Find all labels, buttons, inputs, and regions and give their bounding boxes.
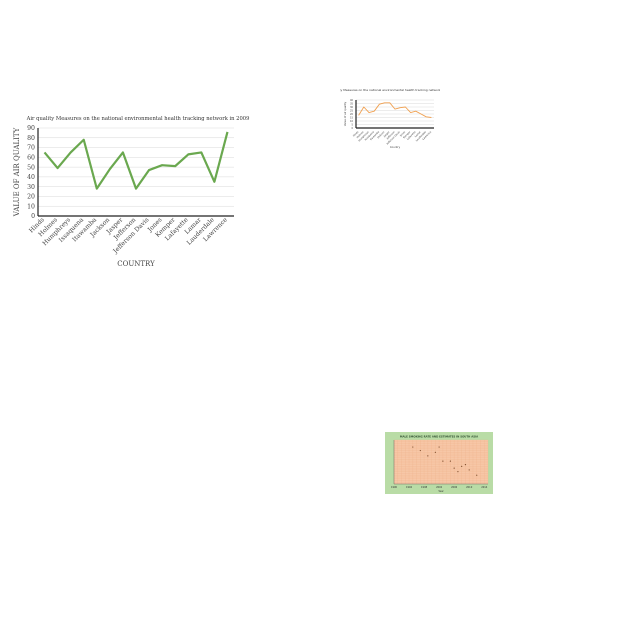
small-y-tick-label: 25 [350,109,354,112]
scatter-x-tick-label: 2014 [481,486,488,489]
scatter-plot-area [394,440,488,484]
small-x-tick-label: Lawrence [422,130,433,141]
main-y-tick-label: 90 [27,125,35,132]
main-x-axis-label: COUNTRY [117,260,155,268]
small-y-tick-label: 35 [350,102,354,105]
main-y-axis-label: VALUE OF AIR QUALITY [13,127,21,217]
scatter-x-tick-label: 1990 [391,486,398,489]
air-quality-2013-svg: Air quality Measures on the national env… [327,88,453,149]
main-y-tick-label: 10 [27,203,35,210]
main-y-tick-label: 30 [27,184,35,191]
small-x-tick-label: Itawamba [370,130,381,141]
small-y-tick-label: 10 [350,120,354,123]
scatter-point [453,467,455,469]
small-title: Air quality Measures on the national env… [340,88,440,92]
smoking-rate-scatter-svg: MALE SMOKING RATE AND ESTIMATES IN SOUTH… [385,432,493,494]
small-x-tick-label: Jasper [382,131,390,139]
main-series-line [43,131,229,190]
small-series-line [358,102,432,118]
air-quality-2009-svg: Air quality Measures on the national env… [13,116,250,268]
scatter-point [419,449,421,452]
small-x-tick-label: Issaquena [364,130,375,141]
scatter-point [464,464,467,466]
scatter-x-tick-label: 2002 [436,486,443,489]
small-y-tick-label: 0 [351,127,353,130]
scatter-point [438,446,440,448]
air-quality-2013-chart: Air quality Measures on the national env… [327,84,453,154]
main-y-tick-label: 50 [27,164,35,171]
main-y-tick-label: 70 [27,145,35,152]
small-x-tick-label: Kemper [403,131,412,140]
scatter-x-tick-label: 1998 [421,486,428,489]
scatter-x-tick-label: 2010 [466,486,473,489]
air-quality-2009-chart: Air quality Measures on the national env… [0,108,250,278]
scatter-point [476,474,478,476]
small-x-tick-label: Lafayette [406,130,417,141]
small-y-tick-label: 30 [350,106,354,109]
main-y-tick-label: 20 [27,194,35,201]
scatter-point [412,446,414,448]
smoking-rate-scatter-chart: MALE SMOKING RATE AND ESTIMATES IN SOUTH… [385,432,493,494]
scatter-point [434,451,436,453]
scatter-point [449,460,451,462]
small-y-tick-label: 40 [350,99,354,102]
scatter-point [442,460,444,462]
scatter-x-tick-label: 2006 [451,486,458,489]
scatter-point [427,455,429,457]
scatter-point [468,469,470,471]
scatter-point [457,471,459,473]
scatter-point [461,465,463,467]
scatter-title: MALE SMOKING RATE AND ESTIMATES IN SOUTH… [400,435,478,439]
small-y-tick-label: 15 [350,116,354,119]
main-y-tick-label: 60 [27,155,35,162]
main-y-tick-label: 80 [27,135,35,142]
scatter-x-axis-label: Year [438,489,444,493]
small-x-tick-label: Lamar [414,131,421,138]
small-x-axis-label: Country [390,145,401,149]
small-x-tick-label: Hinds [352,130,359,137]
small-x-tick-label: Lauderdale [415,130,427,142]
main-title: Air quality Measures on the national env… [26,116,250,122]
small-y-axis-label: Value of air quality [343,101,347,126]
main-y-tick-label: 0 [31,213,35,220]
scatter-x-tick-label: 1994 [406,486,413,489]
small-y-tick-label: 5 [351,123,353,126]
small-y-tick-label: 20 [350,113,354,116]
main-y-tick-label: 40 [27,174,35,181]
small-x-tick-label: Jackson [376,130,386,140]
small-x-tick-label: Jones [399,130,407,138]
small-x-tick-label: Holmes [356,130,365,139]
small-x-tick-label: Jefferson [385,130,396,141]
